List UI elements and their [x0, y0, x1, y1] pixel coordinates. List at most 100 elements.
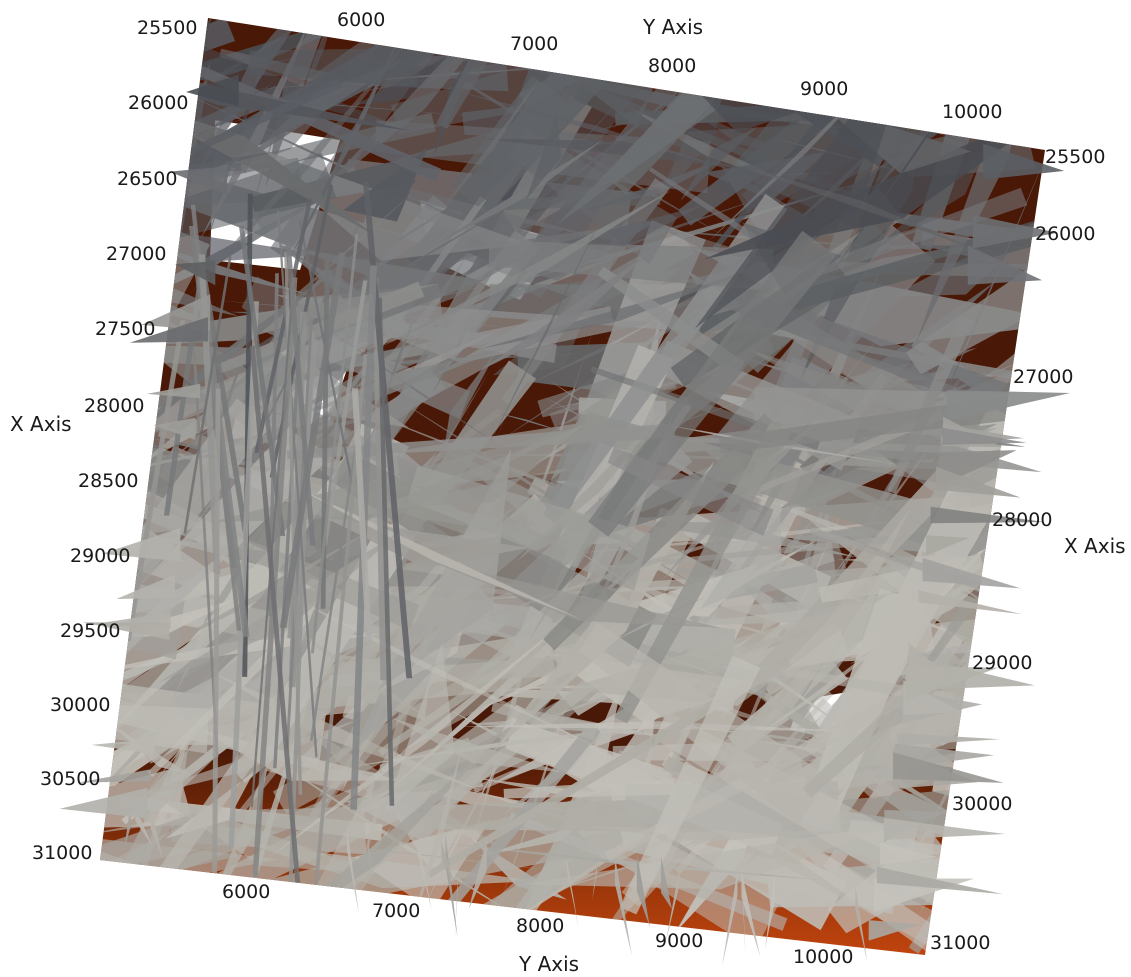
- fracture-plane: [743, 429, 1007, 567]
- fracture-plane: [503, 778, 676, 799]
- fracture-plane: [267, 616, 572, 860]
- fracture-plane: [680, 126, 758, 201]
- fracture-plane: [228, 301, 259, 849]
- fracture-plane: [570, 197, 763, 267]
- fracture-plane: [788, 30, 1045, 36]
- fracture-spike: [175, 261, 216, 286]
- fracture-spike: [765, 873, 775, 949]
- fracture-plane: [239, 226, 286, 536]
- fracture-plane: [703, 151, 827, 200]
- fracture-plane: [200, 270, 249, 533]
- fracture-plane: [694, 21, 920, 329]
- fracture-plane: [371, 424, 585, 510]
- right-x-axis: 25500 26000 27000 28000 X Axis 29000 300…: [930, 146, 1126, 954]
- fracture-plane: [382, 190, 672, 347]
- fracture-plane: [391, 717, 564, 773]
- fracture-plane: [492, 411, 574, 435]
- fracture-plane: [310, 234, 359, 654]
- fracture-spike: [186, 74, 239, 107]
- fracture-plane: [279, 245, 484, 324]
- fracture-spike: [566, 857, 579, 927]
- fracture-spike: [418, 838, 432, 910]
- fracture-plane: [377, 449, 512, 691]
- fracture-plane: [926, 145, 1045, 440]
- fracture-plane: [100, 598, 237, 640]
- fracture-spike: [876, 866, 1003, 895]
- fracture-plane: [719, 395, 1015, 453]
- left-x-tick-label: 26500: [117, 168, 177, 190]
- fracture-spike: [141, 294, 211, 331]
- fracture-plane: [580, 411, 981, 559]
- fracture-plane: [295, 245, 384, 269]
- fracture-plane: [719, 646, 779, 722]
- fracture-spike: [76, 769, 151, 783]
- fracture-plane: [100, 216, 181, 229]
- fracture-plane: [483, 828, 603, 929]
- fracture-plane: [351, 388, 372, 643]
- fracture-plane: [100, 702, 209, 754]
- fracture-spike: [592, 861, 598, 901]
- fracture-plane: [249, 346, 301, 889]
- fracture-plane: [607, 447, 774, 536]
- fracture-plane: [390, 55, 571, 134]
- fracture-spike: [441, 841, 456, 888]
- fracture-plane: [249, 48, 418, 88]
- fracture-spike: [926, 535, 969, 556]
- fracture-plane: [332, 332, 513, 455]
- bottom-y-tick-label: 7000: [372, 900, 420, 922]
- top-y-axis: Y Axis 6000 7000 8000 9000 10000: [337, 9, 1002, 123]
- fracture-plane: [125, 235, 312, 296]
- fracture-planes-overhang: [59, 74, 1071, 967]
- fracture-plane: [444, 344, 501, 449]
- fracture-plane: [322, 280, 368, 546]
- fracture-plane: [727, 161, 988, 254]
- fracture-plane: [639, 218, 783, 264]
- fracture-plane: [372, 277, 387, 681]
- fracture-plane: [483, 138, 758, 171]
- fracture-plane: [588, 230, 836, 537]
- fracture-spike: [741, 870, 761, 957]
- fracture-spike: [930, 506, 1045, 524]
- fracture-plane: [486, 211, 605, 450]
- fracture-plane: [801, 569, 886, 700]
- fracture-plane: [211, 388, 221, 942]
- fracture-plane: [354, 42, 473, 106]
- fracture-spike: [150, 803, 163, 859]
- fracture-plane: [484, 189, 661, 211]
- top-y-tick-label: 10000: [942, 101, 1002, 123]
- right-x-tick-label: 28000: [992, 509, 1052, 531]
- fracture-spike: [742, 873, 746, 957]
- fracture-spike: [91, 738, 155, 755]
- fracture-spike: [936, 466, 1021, 498]
- fracture-plane: [619, 655, 761, 915]
- left-x-axis-title: X Axis: [10, 412, 72, 436]
- fracture-plane: [458, 721, 859, 732]
- fracture-spike: [942, 427, 1027, 445]
- fracture-spike: [445, 833, 458, 939]
- fracture-plane: [523, 821, 904, 890]
- fracture-plane: [352, 661, 442, 753]
- fracture-spike: [922, 557, 1021, 589]
- fracture-plane: [702, 503, 846, 835]
- fracture-plane: [321, 645, 634, 909]
- fracture-spike: [101, 528, 181, 562]
- fracture-plane: [683, 508, 911, 814]
- bottom-y-tick-label: 6000: [222, 881, 270, 903]
- left-x-axis: X Axis 25500 26000 26500 27000 27500 280…: [10, 17, 197, 864]
- fracture-plane: [887, 315, 974, 494]
- fracture-plane: [736, 624, 907, 751]
- fracture-spike: [983, 143, 1065, 180]
- left-x-tick-label: 30000: [50, 694, 110, 716]
- fracture-plane: [462, 539, 614, 686]
- fracture-plane: [252, 277, 298, 878]
- fracture-spike: [880, 842, 939, 865]
- bottom-y-axis-title: Y Axis: [518, 952, 579, 976]
- fracture-plane: [100, 633, 384, 676]
- bottom-y-axis: 6000 7000 8000 9000 10000 Y Axis: [222, 881, 853, 976]
- fracture-spike: [636, 852, 650, 928]
- fracture-plane: [591, 535, 892, 572]
- left-x-tick-label: 28500: [78, 470, 138, 492]
- fracture-plane: [158, 529, 404, 683]
- fracture-plane: [312, 354, 368, 907]
